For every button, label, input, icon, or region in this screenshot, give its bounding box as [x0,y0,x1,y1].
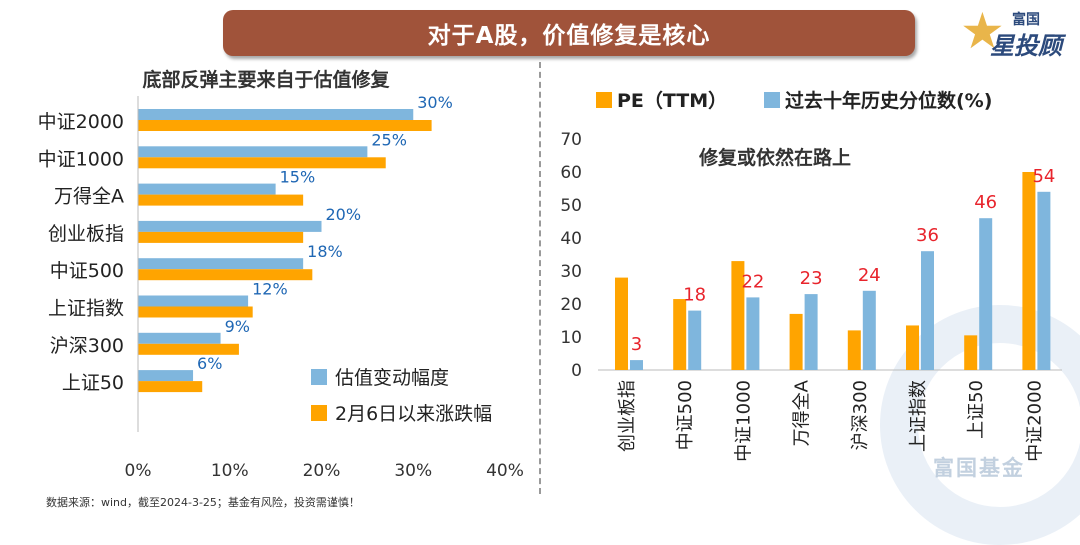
left-x-tick-label: 40% [486,461,524,481]
right-bar-percentile [688,310,702,370]
title-banner: 对于A股，价值修复是核心 [223,10,915,56]
right-bar-pe-ttm [789,313,803,370]
left-data-label: 25% [371,130,407,149]
right-category-label: 创业板指 [617,380,638,452]
right-y-tick-label: 30 [560,262,582,282]
right-bar-pe-ttm [906,325,919,370]
left-category-label: 中证2000 [38,111,124,133]
left-bar-valuation-change [138,258,304,270]
left-bar-valuation-change [138,220,322,232]
right-y-tick-label: 50 [560,196,582,216]
right-bar-pe-ttm [673,299,687,370]
right-y-tick-label: 0 [571,361,582,381]
right-y-tick-label: 70 [560,130,582,150]
right-bar-percentile [921,251,934,370]
left-category-label: 上证50 [62,372,124,394]
right-bar-pe-ttm [615,277,628,370]
right-legend-label-blue: 过去十年历史分位数(%) [785,89,992,112]
right-bar-percentile [746,297,760,370]
right-legend-swatch-orange [596,92,612,108]
right-category-label: 万得全A [792,379,813,446]
right-y-tick-label: 40 [560,229,582,249]
right-data-label: 23 [800,268,823,289]
left-legend-label-blue: 估值变动幅度 [335,367,449,389]
left-x-tick-label: 30% [394,461,432,481]
right-data-label: 36 [916,225,939,246]
right-data-label: 54 [1032,166,1055,187]
left-data-label: 30% [417,93,453,112]
left-category-label: 上证指数 [48,298,124,320]
right-legend-swatch-blue [764,92,780,108]
left-bar-valuation-change [138,295,249,307]
right-category-label: 上证50 [966,380,987,439]
right-category-label: 中证500 [675,380,696,450]
left-data-label: 15% [280,168,316,187]
right-bar-pe-ttm [847,330,861,370]
left-x-tick-label: 0% [125,461,152,481]
left-data-label: 20% [326,205,362,224]
left-legend-swatch-orange [311,405,327,421]
left-bar-return-since-feb6 [138,343,239,355]
left-bar-valuation-change [138,370,194,382]
right-category-label: 中证1000 [733,380,754,462]
left-bar-valuation-change [138,146,368,158]
right-y-tick-label: 60 [560,163,582,183]
left-data-label: 18% [307,242,343,261]
right-chart-title: 修复或依然在路上 [698,146,851,169]
right-bar-percentile [630,360,643,370]
right-bar-percentile [1037,191,1051,370]
right-bar-percentile [979,218,993,370]
watermark-text: 富国基金 [933,456,1025,480]
left-category-label: 中证1000 [38,148,124,170]
right-category-label: 中证2000 [1024,380,1045,462]
left-x-tick-label: 20% [303,461,341,481]
right-legend-label-orange: PE（TTM） [617,89,727,112]
left-bar-return-since-feb6 [138,269,313,281]
left-bar-return-since-feb6 [138,381,203,393]
left-x-tick-label: 10% [211,461,249,481]
right-y-tick-label: 20 [560,295,582,315]
left-bar-valuation-change [138,183,276,195]
panel-divider [539,62,541,494]
left-bar-return-since-feb6 [138,306,253,318]
right-bar-percentile [804,294,818,370]
left-bar-return-since-feb6 [138,157,386,169]
left-bar-return-since-feb6 [138,231,304,243]
left-category-label: 万得全A [54,186,124,208]
left-category-label: 创业板指 [48,223,124,245]
right-category-label: 上证指数 [908,380,929,452]
right-bar-pe-ttm [731,261,745,370]
right-bar-percentile [862,290,876,370]
left-category-label: 沪深300 [50,335,124,357]
left-data-label: 6% [197,354,222,373]
left-data-label: 9% [225,317,250,336]
right-bar-pe-ttm [1022,172,1036,370]
left-bar-valuation-change [138,332,221,344]
right-data-label: 46 [974,192,997,213]
left-chart-title: 底部反弹主要来自于估值修复 [142,68,390,91]
charts-canvas: 底部反弹主要来自于估值修复中证200030%中证100025%万得全A15%创业… [38,68,1062,481]
left-bar-return-since-feb6 [138,120,432,131]
right-data-label: 22 [741,271,764,292]
left-legend-swatch-blue [311,369,327,385]
banner-title: 对于A股，价值修复是核心 [427,23,711,49]
logo-top-text: 富国 [1012,12,1040,28]
logo-main-text: 星投顾 [990,32,1062,60]
right-data-label: 3 [631,334,642,355]
left-legend-label-orange: 2月6日以来涨跌幅 [335,403,492,425]
right-category-label: 沪深300 [850,380,871,450]
brand-logo: ★ 富国 星投顾 [960,6,1072,60]
left-data-label: 12% [252,280,288,299]
right-data-label: 18 [683,285,706,306]
left-bar-return-since-feb6 [138,194,304,206]
source-note: 数据来源：wind，截至2024-3-25；基金有风险，投资需谨慎！ [46,496,360,509]
right-bar-pe-ttm [964,335,978,370]
star-icon: ★ [960,2,1005,60]
right-y-tick-label: 10 [560,328,582,348]
left-category-label: 中证500 [50,260,124,282]
right-data-label: 24 [858,265,881,286]
left-bar-valuation-change [138,109,414,120]
